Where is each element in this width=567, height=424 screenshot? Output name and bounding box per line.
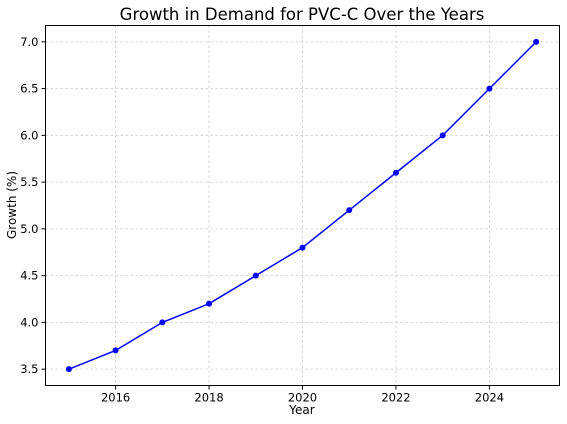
chart-title: Growth in Demand for PVC-C Over the Year… — [120, 5, 485, 24]
x-tick-label: 2022 — [381, 391, 410, 405]
y-tick-label: 4.5 — [20, 269, 38, 283]
y-tick-label: 7.0 — [20, 35, 38, 49]
grid — [45, 25, 560, 386]
data-point — [159, 319, 166, 326]
y-tick-label: 5.0 — [20, 222, 38, 236]
y-tick-label: 6.5 — [20, 82, 38, 96]
data-point — [346, 207, 353, 214]
y-tick-label: 6.0 — [20, 128, 38, 142]
data-point — [439, 132, 446, 139]
data-point — [392, 169, 399, 176]
y-axis-label: Growth (%) — [5, 171, 19, 239]
data-point — [252, 272, 259, 279]
data-point — [65, 366, 72, 373]
y-axis-ticks: 3.5 4.0 4.5 5.0 5.5 6.0 6.5 7.0 — [20, 35, 46, 376]
y-tick-label: 5.5 — [20, 175, 38, 189]
series — [65, 38, 540, 373]
data-point — [533, 38, 540, 45]
y-tick-label: 3.5 — [20, 362, 38, 376]
data-point — [486, 85, 493, 92]
data-point — [206, 300, 213, 307]
x-tick-label: 2018 — [194, 391, 223, 405]
data-point — [112, 347, 119, 354]
x-tick-label: 2020 — [288, 391, 317, 405]
x-tick-label: 2016 — [101, 391, 130, 405]
x-axis-label: Year — [288, 403, 314, 417]
x-tick-label: 2024 — [475, 391, 504, 405]
data-point — [299, 244, 306, 251]
x-axis-ticks: 2016 2018 2020 2022 2024 — [101, 385, 504, 405]
y-tick-label: 4.0 — [20, 315, 38, 329]
